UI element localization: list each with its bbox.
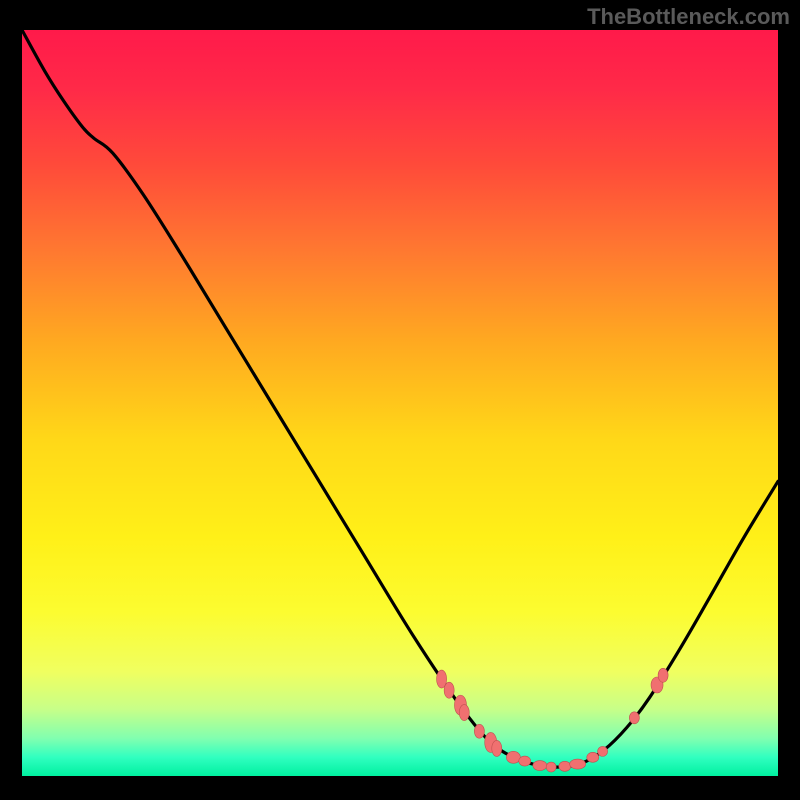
marker-dot: [519, 756, 531, 766]
marker-dot: [629, 712, 639, 724]
marker-dot: [658, 668, 668, 682]
gradient-background: [22, 30, 778, 776]
marker-dot: [506, 751, 520, 763]
marker-dot: [492, 740, 502, 756]
chart-container: TheBottleneck.com: [0, 0, 800, 800]
marker-dot: [546, 762, 556, 772]
watermark-text: TheBottleneck.com: [587, 4, 790, 30]
marker-dot: [598, 746, 608, 756]
marker-dot: [587, 752, 599, 762]
marker-dot: [444, 682, 454, 698]
marker-dot: [559, 761, 571, 771]
marker-dot: [570, 759, 586, 769]
bottleneck-chart: [0, 0, 800, 800]
marker-dot: [459, 705, 469, 721]
marker-dot: [533, 761, 547, 771]
marker-dot: [474, 724, 484, 738]
